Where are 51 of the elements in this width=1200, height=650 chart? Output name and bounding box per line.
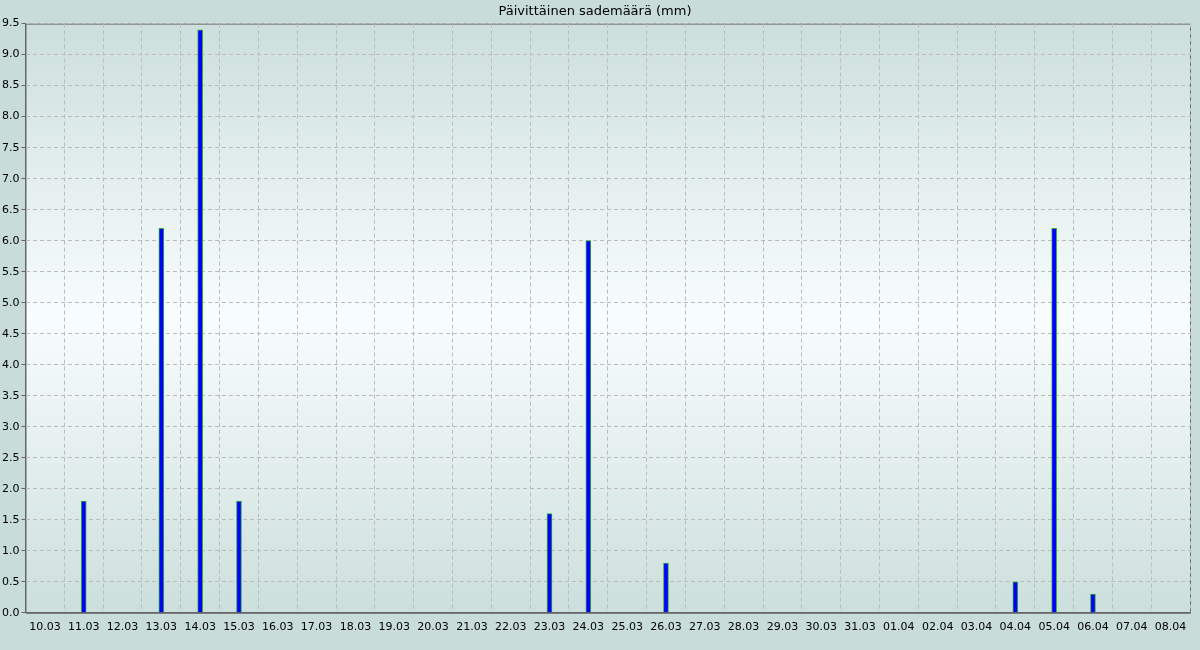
x-tick-label: 20.03 — [417, 620, 449, 634]
x-tick-label: 18.03 — [339, 620, 372, 634]
x-tick-label: 24.03 — [572, 620, 605, 634]
chart-title: Päivittäinen sademäärä (mm) — [498, 3, 692, 19]
y-tick-label: 1.0 — [1, 543, 20, 557]
x-tick-label: 26.03 — [650, 620, 682, 634]
x-tick-label: 22.03 — [494, 620, 527, 634]
x-tick-label: 19.03 — [378, 620, 410, 634]
y-tick-label: 2.5 — [1, 450, 20, 464]
x-tick-label: 16.03 — [262, 620, 294, 634]
y-tick-label: 6.5 — [1, 202, 20, 216]
x-tick-label: 25.03 — [611, 620, 643, 634]
x-tick-label: 29.03 — [766, 620, 799, 634]
y-tick-label: 9.0 — [1, 47, 20, 61]
x-tick-label: 30.03 — [805, 620, 837, 634]
y-tick-label: 3.5 — [1, 388, 20, 402]
x-tick-label: 27.03 — [689, 620, 721, 634]
x-tick-label: 23.03 — [533, 620, 566, 634]
x-tick-label: 11.03 — [67, 620, 100, 634]
y-tick-label: 2.0 — [1, 481, 20, 495]
y-tick-label: 3.0 — [1, 419, 20, 433]
x-tick-label: 04.04 — [999, 620, 1032, 634]
x-tick-label: 08.04 — [1154, 620, 1187, 634]
x-tick-label: 12.03 — [106, 620, 139, 634]
x-tick-label: 14.03 — [184, 620, 216, 634]
y-tick-label: 0.5 — [1, 574, 20, 588]
x-tick-label: 10.03 — [29, 620, 61, 634]
y-tick-label: 7.5 — [1, 140, 20, 154]
y-tick-label: 8.0 — [1, 109, 20, 123]
x-tick-label: 21.03 — [456, 620, 488, 634]
x-tick-label: 05.04 — [1038, 620, 1070, 634]
x-tick-label: 13.03 — [145, 620, 178, 634]
y-tick-label: 8.5 — [1, 78, 20, 92]
x-tick-label: 31.03 — [844, 620, 876, 634]
y-tick-label: 6.0 — [1, 233, 20, 247]
x-tick-label: 15.03 — [223, 620, 255, 634]
y-tick-label: 5.5 — [1, 264, 20, 278]
x-tick-label: 03.04 — [960, 620, 993, 634]
x-tick-label: 06.04 — [1077, 620, 1109, 634]
y-tick-label: 1.5 — [1, 512, 20, 526]
x-tick-label: 02.04 — [921, 620, 954, 634]
x-tick-label: 01.04 — [883, 620, 915, 634]
y-tick-label: 0.0 — [1, 605, 20, 619]
y-tick-label: 9.5 — [1, 16, 20, 30]
x-tick-label: 28.03 — [727, 620, 760, 634]
x-tick-label: 07.04 — [1116, 620, 1148, 634]
y-tick-label: 4.0 — [1, 357, 20, 371]
y-tick-label: 4.5 — [1, 326, 20, 340]
x-tick-label: 17.03 — [300, 620, 333, 634]
y-tick-label: 5.0 — [1, 295, 20, 309]
y-tick-label: 7.0 — [1, 171, 20, 185]
